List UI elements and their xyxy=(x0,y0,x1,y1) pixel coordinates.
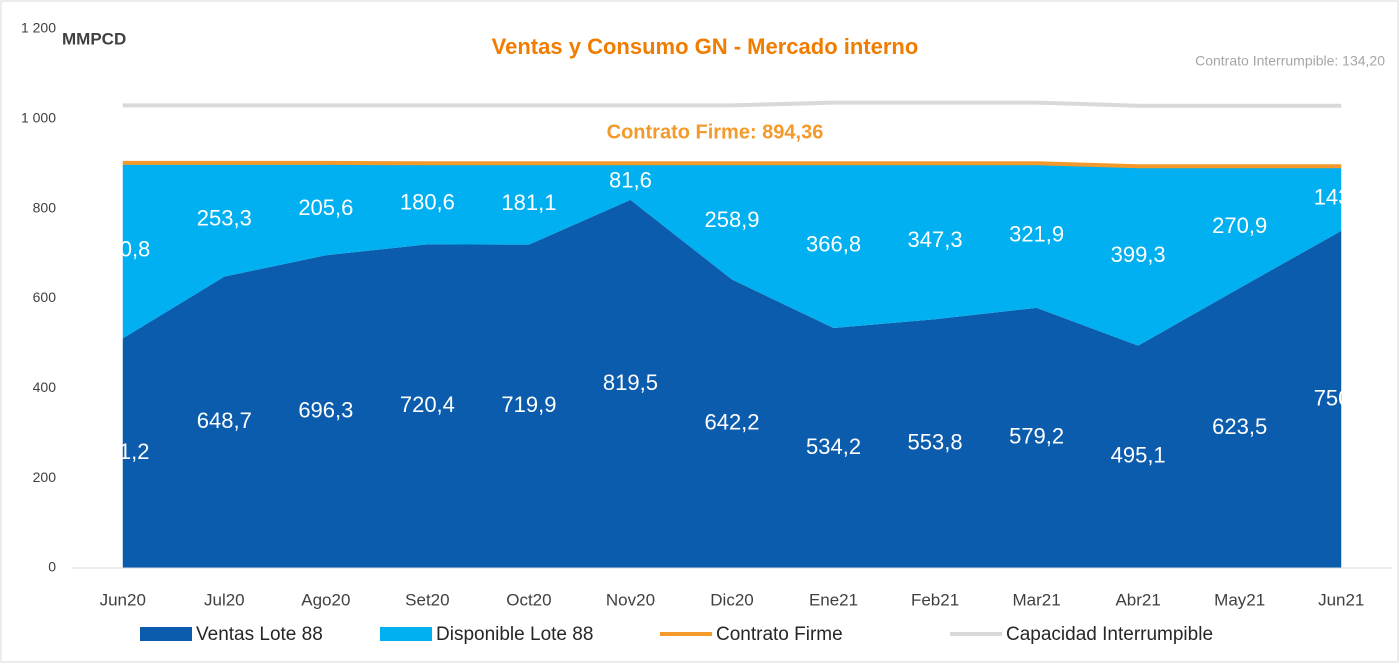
data-label: 648,7 xyxy=(197,408,252,433)
data-label: 205,6 xyxy=(298,195,353,220)
chart-title: Ventas y Consumo GN - Mercado interno xyxy=(492,34,919,59)
data-label: 347,3 xyxy=(908,227,963,252)
data-label: 553,8 xyxy=(908,429,963,454)
x-tick-label: Ene21 xyxy=(809,590,858,609)
data-label: 819,5 xyxy=(603,370,658,395)
legend-label: Disponible Lote 88 xyxy=(436,624,593,645)
data-label: 720,4 xyxy=(400,392,455,417)
legend-swatch xyxy=(140,627,192,641)
data-label: 366,8 xyxy=(806,231,861,256)
legend-label: Ventas Lote 88 xyxy=(196,624,323,645)
data-label: 390,8 xyxy=(95,236,150,261)
x-tick-label: May21 xyxy=(1214,590,1265,609)
data-label: 750,5 xyxy=(1314,385,1369,410)
data-label: 719,9 xyxy=(501,392,556,417)
data-label: 696,3 xyxy=(298,397,353,422)
x-tick-label: Mar21 xyxy=(1013,590,1061,609)
data-label: 258,9 xyxy=(704,207,759,232)
y-axis-label: MMPCD xyxy=(62,29,126,48)
legend-label: Capacidad Interrumpible xyxy=(1006,624,1213,645)
x-tick-label: Set20 xyxy=(405,590,449,609)
data-label: 495,1 xyxy=(1111,443,1166,468)
x-tick-label: Abr21 xyxy=(1115,590,1160,609)
area xyxy=(122,199,1342,569)
data-label: 253,3 xyxy=(197,206,252,231)
data-label: 321,9 xyxy=(1009,221,1064,246)
y-tick-label: 0 xyxy=(48,559,56,575)
data-label: 579,2 xyxy=(1009,424,1064,449)
x-tick-label: Nov20 xyxy=(606,590,655,609)
annotation: Contrato Firme: 894,36 xyxy=(607,121,824,143)
y-tick-label: 1 000 xyxy=(21,110,56,126)
x-tick-label: Jun20 xyxy=(100,590,146,609)
data-label: 642,2 xyxy=(704,410,759,435)
y-tick-label: 800 xyxy=(33,199,57,215)
x-tick-label: Jul20 xyxy=(204,590,245,609)
y-tick-label: 400 xyxy=(33,379,57,395)
data-label: 270,9 xyxy=(1212,213,1267,238)
line xyxy=(122,100,1342,108)
data-label: 623,5 xyxy=(1212,414,1267,439)
data-label: 399,3 xyxy=(1111,242,1166,267)
x-tick-label: Ago20 xyxy=(301,590,350,609)
y-tick-label: 1 200 xyxy=(21,20,56,36)
legend-swatch xyxy=(380,627,432,641)
data-label: 181,1 xyxy=(501,190,556,215)
y-tick-label: 600 xyxy=(33,289,57,305)
x-tick-label: Oct20 xyxy=(506,590,551,609)
x-tick-label: Feb21 xyxy=(911,590,959,609)
line xyxy=(122,160,1342,169)
annotation: Contrato Interrumpible: 134,20 xyxy=(1195,53,1385,69)
data-label: 180,6 xyxy=(400,190,455,215)
data-label: 534,2 xyxy=(806,434,861,459)
legend-label: Contrato Firme xyxy=(716,624,843,645)
data-label: 511,2 xyxy=(96,439,149,464)
x-tick-label: Jun21 xyxy=(1318,590,1364,609)
y-tick-label: 200 xyxy=(33,469,57,485)
area xyxy=(122,162,1342,346)
data-label: 81,6 xyxy=(609,167,652,192)
data-label: 143,9 xyxy=(1314,184,1369,209)
x-tick-label: Dic20 xyxy=(710,590,753,609)
